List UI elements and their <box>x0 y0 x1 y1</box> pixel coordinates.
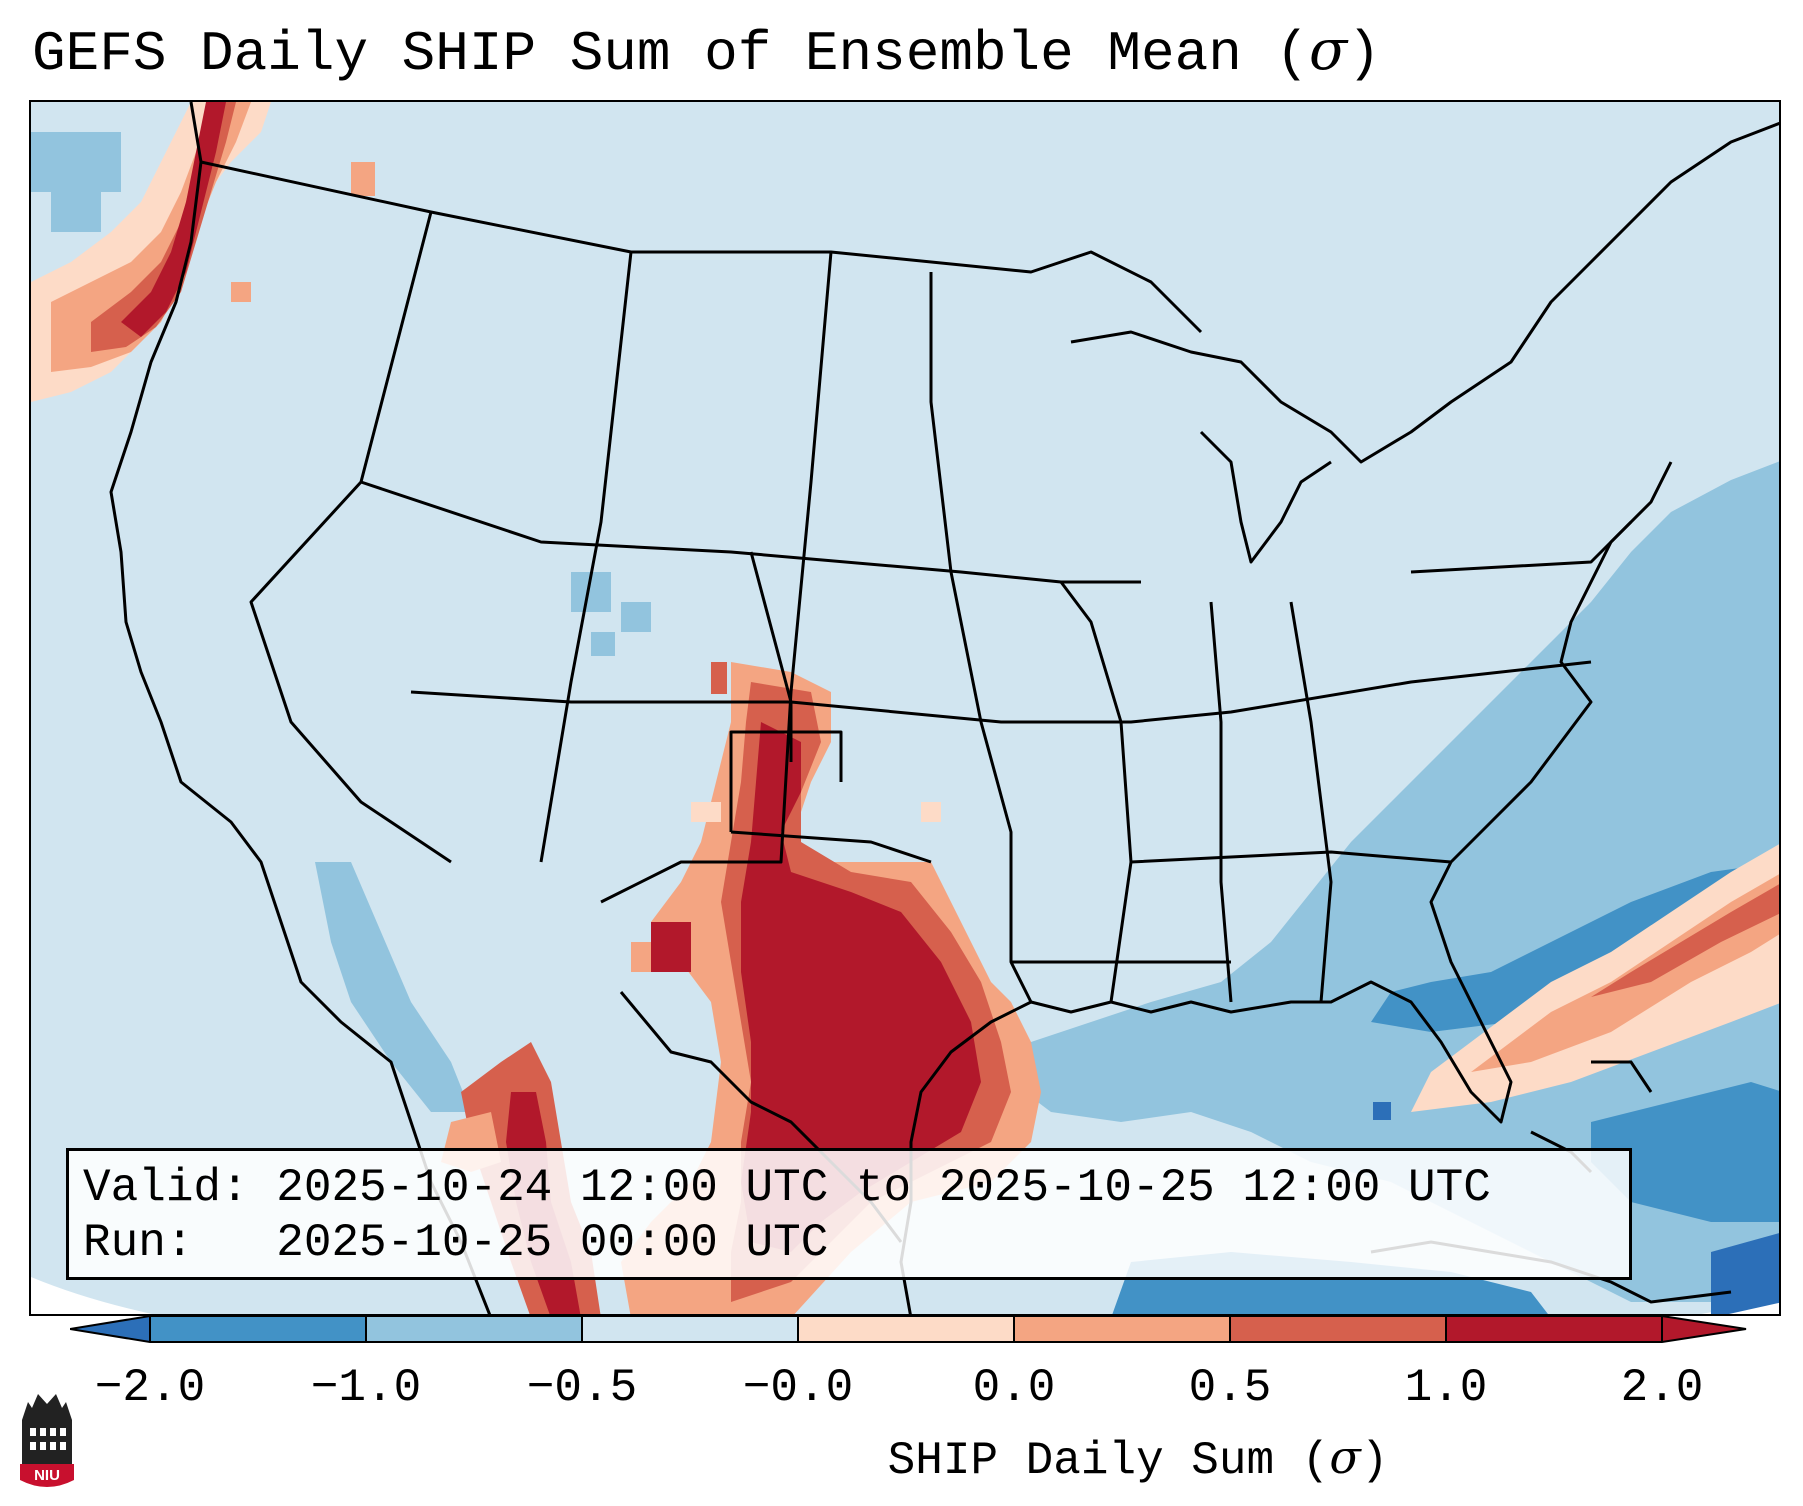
tick-label: 2.0 <box>1620 1362 1704 1414</box>
boundaries <box>109 102 1779 1314</box>
tick-label: 0.0 <box>972 1362 1056 1414</box>
colorbar-bin-5 <box>1014 1316 1230 1342</box>
map-panel <box>29 100 1781 1316</box>
colorbar <box>70 1315 1747 1343</box>
validity-info-box: Valid: 2025-10-24 12:00 UTC to 2025-10-2… <box>66 1148 1632 1280</box>
valid-line: Valid: 2025-10-24 12:00 UTC to 2025-10-2… <box>83 1162 1491 1214</box>
gulf-california-region <box>315 862 471 1112</box>
colorbar-bin-1 <box>150 1316 366 1342</box>
west-coastline <box>109 102 492 1314</box>
colorbar-ticks <box>149 1316 1663 1342</box>
colorbar-bin-7 <box>1446 1316 1662 1342</box>
tick-label: −1.0 <box>310 1362 422 1414</box>
colorbar-label: SHIP Daily Sum (σ) <box>887 1430 1389 1487</box>
tick-label: 0.5 <box>1188 1362 1272 1414</box>
run-line: Run: 2025-10-25 00:00 UTC <box>83 1217 829 1269</box>
east-gulf-coastline <box>899 461 1673 1314</box>
colorbar-extend-high <box>1662 1316 1746 1342</box>
tick-label: −0.5 <box>526 1362 638 1414</box>
atlantic-positive-region <box>1411 844 1779 1112</box>
northeast-border <box>1070 121 1779 464</box>
colorbar-bin-6 <box>1230 1316 1446 1342</box>
colorbar-bin-3 <box>582 1316 798 1342</box>
tick-label: 1.0 <box>1404 1362 1488 1414</box>
sigma-symbol: σ <box>1309 18 1348 83</box>
colorbar-bin-2 <box>366 1316 582 1342</box>
atlantic-strong-negative <box>1371 862 1779 1032</box>
logo-text: NIU <box>34 1467 60 1484</box>
colorbar-bin-4 <box>798 1316 1014 1342</box>
tick-label: −2.0 <box>94 1362 206 1414</box>
niu-logo: NIU <box>20 1394 74 1487</box>
university-building-icon <box>22 1394 72 1464</box>
canada-border <box>200 160 1203 334</box>
tick-label: −0.0 <box>742 1362 854 1414</box>
figure-title: GEFS Daily SHIP Sum of Ensemble Mean (σ) <box>32 18 1381 86</box>
map-canvas <box>31 102 1779 1314</box>
logo-shield <box>20 1464 74 1487</box>
atlantic-negative-region <box>1011 461 1779 1302</box>
colorbar-extend-low <box>70 1316 150 1342</box>
